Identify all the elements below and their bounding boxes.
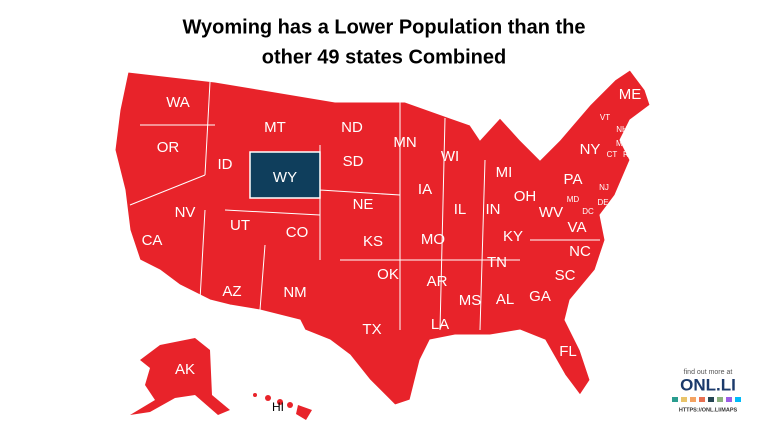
state-label: NC [569,243,591,260]
state-label: VA [568,219,587,236]
state-label: MI [496,164,513,181]
state-label: WY [273,169,297,186]
state-label: AR [427,273,448,290]
state-label: NJ [599,183,609,192]
state-label: LA [431,316,449,333]
state-label: RI [623,150,631,159]
state-label: NH [616,125,628,134]
state-label: ND [341,119,363,136]
state-label: IN [486,201,501,218]
state-label: FL [559,343,577,360]
state-label: MN [393,134,416,151]
alaska [130,338,230,415]
state-label: MD [567,195,580,204]
state-label: NV [175,204,196,221]
state-label: DC [582,207,594,216]
state-label: OH [514,188,537,205]
state-label: TX [362,321,381,338]
state-label: MT [264,119,286,136]
state-label: AL [496,291,514,308]
logo-brand: ONL.LI [680,375,736,394]
state-label: MO [421,231,445,248]
state-label: NY [580,141,601,158]
state-label: AK [175,361,195,378]
state-label: NM [283,284,306,301]
state-label: WA [166,94,190,111]
hawaii [253,393,312,420]
state-label: KY [503,228,523,245]
state-label: HI [272,400,284,414]
logo-tagline: find out more at [684,369,733,376]
state-label: OK [377,266,399,283]
state-label: CO [286,224,309,241]
state-borders [129,81,600,331]
state-label: VT [600,113,610,122]
title-line: Wyoming has a Lower Population than the [183,16,586,38]
state-label: TN [487,254,507,271]
state-label: PA [564,171,583,188]
state-label: OR [157,139,180,156]
logo-icons [672,397,741,402]
state-label: IA [418,181,432,198]
contiguous-us [114,69,651,406]
wyoming [249,151,321,199]
state-label: UT [230,217,250,234]
state-label: SC [555,267,576,284]
state-labels: WA MT ND MN ME OR ID WY SD WI MI NY VT N… [142,86,642,414]
state-label: ID [218,156,233,173]
title-line: other 49 states Combined [262,46,507,68]
state-label: MA [616,139,629,148]
state-label: IL [454,201,467,218]
state-label: MS [459,292,482,309]
state-label: NE [353,196,374,213]
state-label: CA [142,232,163,249]
state-label: ME [619,86,642,103]
logo-url: HTTPS://ONL.LI/MAPS [679,407,738,413]
state-label: AZ [222,283,241,300]
state-label: KS [363,233,383,250]
state-label: DE [597,198,608,207]
logo: find out more at ONL.LI HTTPS://ONL.LI/M… [672,369,741,413]
state-label: WI [441,148,459,165]
state-label: SD [343,153,364,170]
state-label: CT [607,150,618,159]
state-label: WV [539,204,563,221]
state-label: GA [529,288,551,305]
